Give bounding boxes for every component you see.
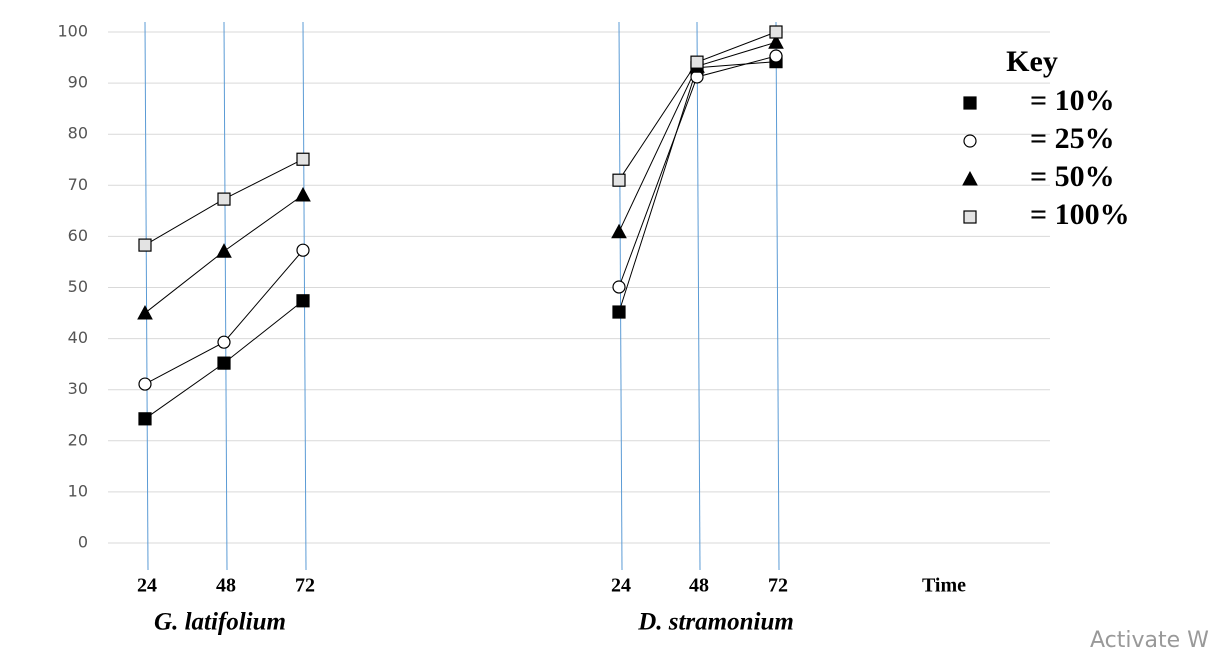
category-line xyxy=(223,21,228,571)
group-label: D. stramonium xyxy=(637,609,794,636)
marker xyxy=(296,294,310,308)
marker xyxy=(612,305,626,319)
y-tick-label: 90 xyxy=(68,73,88,92)
marker xyxy=(137,304,153,320)
x-tick-label: 48 xyxy=(216,575,236,597)
marker xyxy=(217,335,231,349)
watermark: Activate W xyxy=(1090,628,1209,653)
category-line xyxy=(775,21,780,571)
marker xyxy=(612,280,626,294)
marker xyxy=(296,152,310,166)
legend-marker xyxy=(963,210,977,224)
y-tick-label: 0 xyxy=(78,533,88,552)
y-tick-label: 30 xyxy=(68,379,88,398)
marker xyxy=(769,49,783,63)
y-tick-label: 40 xyxy=(68,328,88,347)
legend-marker xyxy=(963,96,977,110)
x-tick-label: 24 xyxy=(611,575,631,597)
legend-marker xyxy=(962,170,978,186)
category-line xyxy=(618,21,623,571)
legend-title: Key xyxy=(1006,45,1058,78)
y-tick-label: 10 xyxy=(68,481,88,500)
y-tick-label: 100 xyxy=(57,22,88,41)
marker xyxy=(217,192,231,206)
legend-label: = 50% xyxy=(1030,160,1115,193)
marker xyxy=(769,25,783,39)
y-tick-label: 20 xyxy=(68,430,88,449)
group-label: G. latifolium xyxy=(154,609,286,636)
x-tick-label: 72 xyxy=(768,575,788,597)
marker xyxy=(295,186,311,202)
x-tick-label: 72 xyxy=(295,575,315,597)
category-line xyxy=(144,21,149,571)
marker xyxy=(296,243,310,257)
marker xyxy=(690,70,704,84)
x-tick-label: 24 xyxy=(137,575,157,597)
marker xyxy=(612,173,626,187)
marker xyxy=(611,223,627,239)
marker xyxy=(138,238,152,252)
marker xyxy=(768,34,784,49)
marker xyxy=(138,377,152,391)
marker xyxy=(138,412,152,426)
marker xyxy=(216,243,232,258)
marker xyxy=(217,356,231,370)
category-line xyxy=(696,21,701,571)
y-tick-label: 80 xyxy=(68,124,88,143)
y-tick-label: 50 xyxy=(68,277,88,296)
y-tick-label: 60 xyxy=(68,226,88,245)
y-tick-label: 70 xyxy=(68,175,88,194)
legend-label: = 25% xyxy=(1030,122,1115,155)
x-tick-label: 48 xyxy=(689,575,709,597)
legend-label: = 10% xyxy=(1030,84,1115,117)
marker xyxy=(690,55,704,69)
legend-label: = 100% xyxy=(1030,198,1130,231)
x-axis-title: Time xyxy=(922,575,966,597)
legend-marker xyxy=(963,134,977,148)
